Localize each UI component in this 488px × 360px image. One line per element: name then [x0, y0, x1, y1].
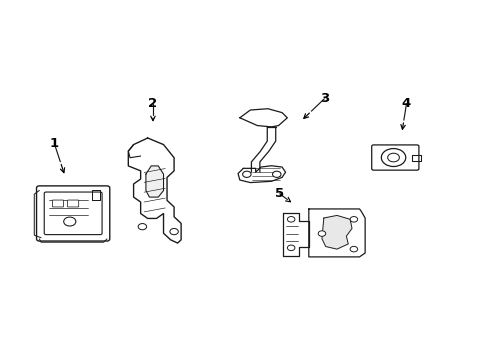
Text: 2: 2 — [148, 98, 157, 111]
Circle shape — [287, 217, 294, 222]
Circle shape — [349, 246, 357, 252]
FancyBboxPatch shape — [67, 200, 79, 207]
Circle shape — [381, 149, 405, 167]
Circle shape — [349, 217, 357, 222]
Circle shape — [242, 171, 250, 177]
Circle shape — [169, 229, 178, 235]
FancyBboxPatch shape — [371, 145, 418, 170]
Text: 4: 4 — [401, 98, 410, 111]
Polygon shape — [282, 213, 308, 256]
FancyBboxPatch shape — [52, 200, 63, 207]
Circle shape — [138, 224, 146, 230]
Text: 3: 3 — [319, 92, 328, 105]
Circle shape — [63, 217, 76, 226]
Circle shape — [318, 231, 325, 236]
Polygon shape — [308, 209, 365, 257]
Polygon shape — [128, 138, 181, 243]
Polygon shape — [239, 109, 287, 127]
FancyBboxPatch shape — [44, 192, 102, 235]
Text: 5: 5 — [275, 187, 284, 200]
Circle shape — [287, 245, 294, 251]
Circle shape — [272, 171, 281, 177]
Circle shape — [387, 153, 399, 162]
Polygon shape — [145, 166, 163, 197]
Text: 1: 1 — [50, 137, 59, 150]
Polygon shape — [321, 215, 351, 249]
Polygon shape — [238, 166, 285, 183]
FancyBboxPatch shape — [37, 186, 109, 241]
